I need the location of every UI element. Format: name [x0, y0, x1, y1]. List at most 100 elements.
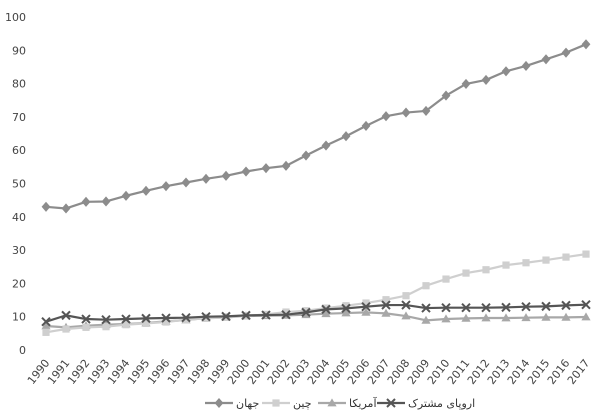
legend-item: چین [262, 397, 312, 410]
data-point [122, 321, 130, 329]
series-layer [41, 39, 591, 336]
data-point [401, 107, 411, 118]
data-point [522, 259, 530, 267]
data-point [321, 140, 331, 151]
y-tick-label: 50 [12, 178, 26, 191]
data-point [61, 310, 71, 321]
data-point [261, 163, 271, 174]
data-point [401, 311, 411, 320]
data-point [341, 308, 351, 317]
data-point [521, 302, 531, 312]
data-point [581, 312, 591, 321]
data-point [361, 302, 371, 312]
y-tick-label: 40 [12, 211, 26, 224]
data-point [381, 111, 391, 122]
data-point [381, 300, 391, 310]
data-point [81, 196, 91, 207]
legend-item: جهان [205, 397, 259, 410]
legend-label: چین [293, 397, 312, 410]
data-point [301, 307, 311, 318]
data-point [461, 78, 471, 89]
data-point [221, 170, 231, 181]
data-point [501, 313, 511, 322]
data-point [561, 300, 571, 311]
legend-item: آمریکا [318, 396, 377, 410]
data-point [41, 316, 51, 327]
data-point [401, 300, 411, 310]
data-point [81, 314, 91, 324]
data-point [581, 300, 591, 310]
legend: جهان چین آمریکا اروپای مشترک [205, 396, 475, 410]
data-point [201, 311, 211, 322]
series-line [45, 43, 587, 210]
data-point [521, 60, 531, 72]
data-point [441, 303, 451, 313]
data-point [521, 313, 531, 322]
data-point [481, 313, 491, 322]
data-point [362, 299, 370, 307]
data-point [561, 47, 571, 58]
data-point [421, 303, 431, 313]
data-point [321, 304, 331, 315]
data-point [282, 308, 290, 316]
data-point [541, 301, 551, 312]
y-tick-label: 20 [12, 277, 26, 290]
data-point [501, 302, 511, 313]
data-point [542, 256, 550, 264]
y-tick-label: 10 [12, 311, 26, 324]
data-point [361, 307, 371, 316]
data-point [342, 302, 350, 310]
data-point [481, 74, 491, 85]
data-point [402, 292, 410, 300]
x-tick-label: 2017 [565, 357, 592, 387]
data-point [202, 314, 210, 322]
data-point [142, 319, 150, 327]
data-point [422, 282, 430, 290]
data-point [101, 196, 111, 207]
y-tick-label: 70 [12, 111, 26, 124]
data-point [442, 275, 450, 283]
data-point [462, 269, 470, 277]
y-tick-label: 30 [12, 244, 26, 257]
legend-swatch-marker [214, 397, 224, 409]
y-tick-label: 100 [5, 11, 26, 24]
legend-swatch-marker [327, 398, 337, 407]
data-point [301, 150, 311, 161]
data-point [501, 66, 511, 77]
data-point [421, 105, 431, 116]
y-tick-label: 90 [12, 44, 26, 57]
data-point [221, 311, 231, 322]
data-point [361, 120, 371, 131]
data-point [441, 90, 451, 101]
data-point [441, 314, 451, 323]
data-point [181, 312, 191, 323]
data-point [582, 250, 590, 258]
data-point [421, 315, 431, 324]
data-point [141, 185, 151, 196]
legend-swatch-marker [272, 399, 280, 407]
y-axis: 0 10 20 30 40 50 60 70 80 90 100 [5, 11, 26, 357]
data-point [382, 296, 390, 304]
data-point [381, 308, 391, 317]
data-point [281, 309, 291, 320]
legend-label: اروپای مشترک [408, 397, 475, 410]
series-3 [41, 300, 591, 327]
y-tick-label: 60 [12, 144, 26, 157]
data-point [161, 313, 171, 323]
data-point [241, 166, 251, 177]
data-point [482, 266, 490, 274]
data-point [141, 313, 151, 324]
y-tick-label: 80 [12, 78, 26, 91]
data-point [461, 303, 471, 313]
data-point [581, 39, 591, 50]
data-point [341, 303, 351, 314]
series-1 [42, 250, 590, 336]
data-point [302, 307, 310, 315]
data-point [281, 160, 291, 171]
data-point [41, 201, 51, 212]
x-axis: 1990199119921993199419951996199719981999… [25, 357, 592, 387]
y-tick-label: 0 [19, 344, 26, 357]
data-point [182, 316, 190, 324]
data-point [461, 313, 471, 322]
